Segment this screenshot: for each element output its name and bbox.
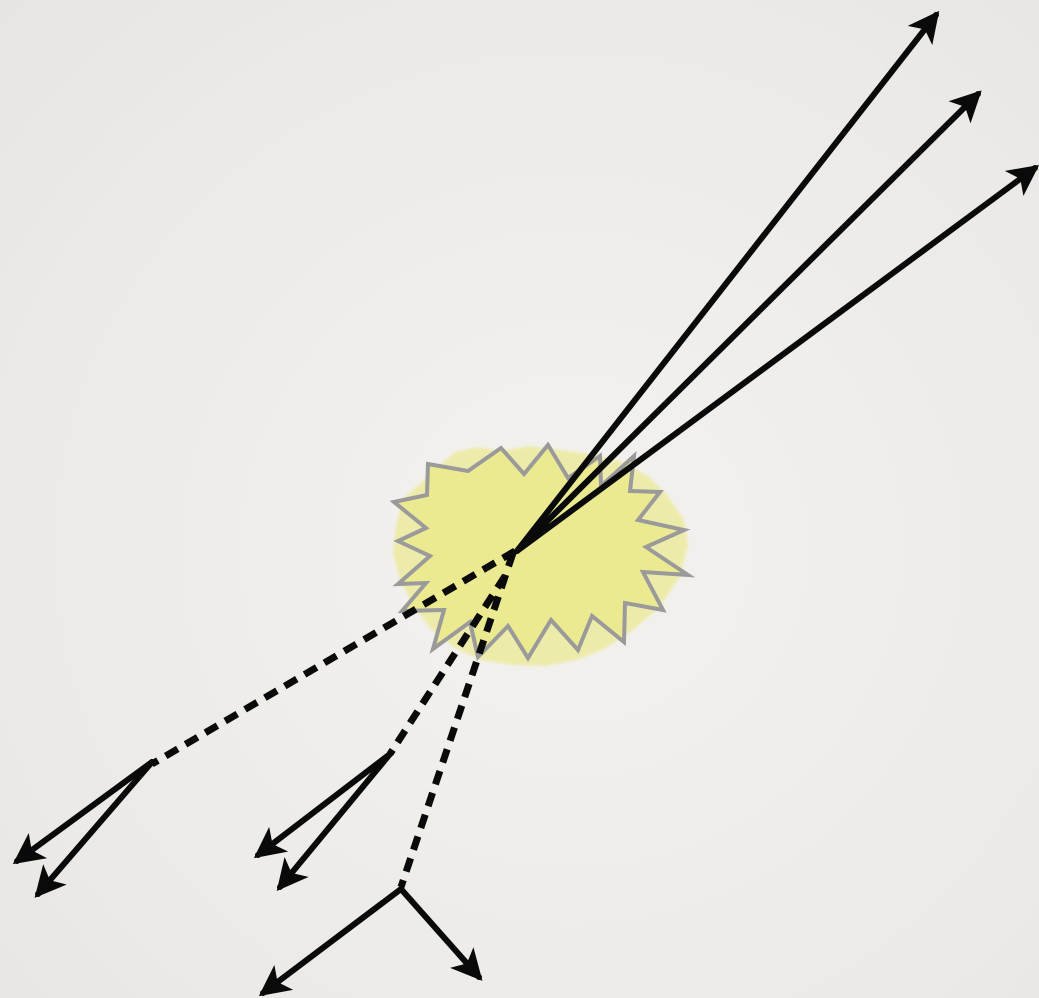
burst-shape bbox=[389, 441, 696, 662]
outgoing-track-3 bbox=[514, 164, 1039, 554]
decay-middle-product-1 bbox=[253, 751, 393, 859]
dashed-track-bottom bbox=[397, 551, 517, 889]
decay-left-product-1 bbox=[12, 759, 155, 865]
outgoing-tracks bbox=[514, 10, 1039, 554]
dashed-track-left bbox=[150, 547, 517, 768]
decay-bottom-product-1 bbox=[258, 886, 404, 997]
decay-products bbox=[12, 751, 483, 997]
collision-burst bbox=[389, 441, 696, 666]
dashed-tracks bbox=[150, 547, 517, 889]
dashed-track-middle bbox=[387, 574, 508, 756]
decay-middle-product-2 bbox=[276, 751, 393, 892]
outgoing-track-2 bbox=[514, 90, 982, 554]
decay-bottom-product-2 bbox=[398, 886, 483, 981]
outgoing-track-1 bbox=[514, 10, 940, 554]
decay-left-product-2 bbox=[34, 759, 155, 898]
